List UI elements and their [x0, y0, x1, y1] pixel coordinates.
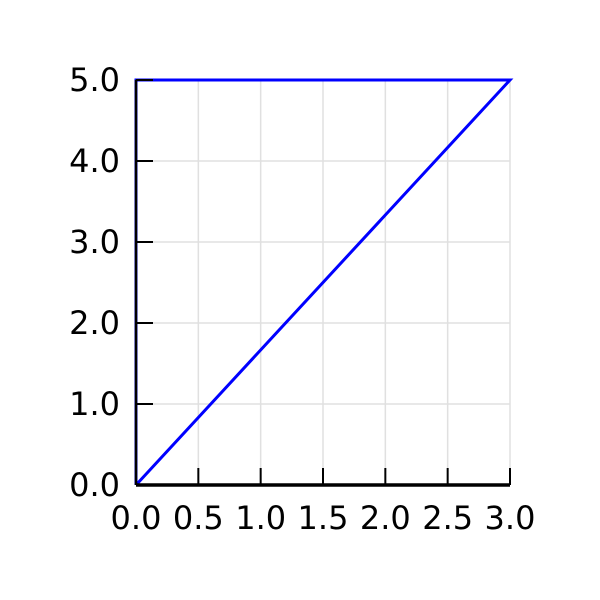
x-tick-label-3: 1.5	[298, 499, 349, 537]
y-tick-label-1: 1.0	[69, 385, 120, 423]
y-tick-label-5: 5.0	[69, 61, 120, 99]
x-tick-label-0: 0.0	[111, 499, 162, 537]
y-tick-label-0: 0.0	[69, 466, 120, 504]
y-tick-label-3: 3.0	[69, 223, 120, 261]
ticks	[135, 79, 511, 486]
x-tick-label-5: 2.5	[422, 499, 473, 537]
y-tick-label-4: 4.0	[69, 142, 120, 180]
x-tick-label-4: 2.0	[360, 499, 411, 537]
x-tick-label-6: 3.0	[485, 499, 536, 537]
y-tick-label-2: 2.0	[69, 304, 120, 342]
x-tick-label-2: 1.0	[235, 499, 286, 537]
x-tick-label-1: 0.5	[173, 499, 224, 537]
tick-labels: 0.0 0.5 1.0 1.5 2.0 2.5 3.0 0.0 1.0 2.0 3.0 4.0 5.0	[69, 61, 535, 537]
